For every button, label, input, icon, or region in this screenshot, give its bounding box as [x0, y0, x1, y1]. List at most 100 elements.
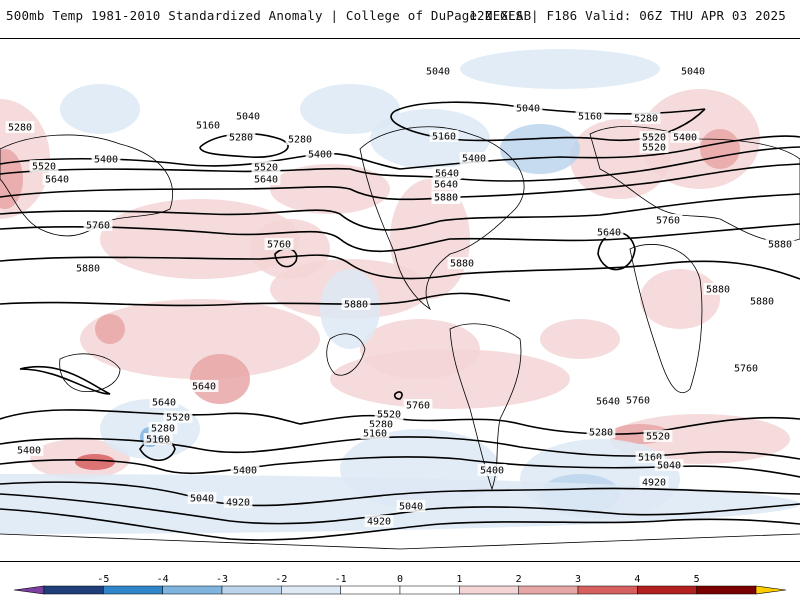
contour-label-text: 5280: [634, 114, 658, 125]
contour-label: 5280: [148, 422, 178, 435]
coastline: [0, 134, 173, 237]
colorbar-segment: [221, 585, 282, 595]
contour-label: 5160: [360, 427, 390, 440]
colorbar-segment: [340, 585, 401, 595]
contour-label-text: 5640: [435, 169, 459, 180]
contour-label-text: 5400: [480, 466, 504, 477]
anomaly-region: [640, 269, 720, 329]
contour-label-text: 5160: [363, 429, 387, 440]
contour-label: 5520: [29, 160, 59, 173]
contour-label-text: 5520: [642, 143, 666, 154]
contour-label-text: 5880: [344, 300, 368, 311]
coastline: [0, 533, 800, 550]
contour-label-text: 5400: [673, 133, 697, 144]
contour-label: 5640: [432, 167, 462, 180]
height-contour: [0, 135, 800, 170]
contour-label-text: 5040: [657, 461, 681, 472]
contour-label-text: 5280: [229, 133, 253, 144]
contour-label: 5280: [285, 133, 315, 146]
colorbar-segment: [162, 585, 223, 595]
contour-label-text: 5400: [17, 446, 41, 457]
colorbar-tick-label: -1: [335, 574, 347, 585]
contour-label-text: 5760: [626, 396, 650, 407]
contour-label-text: 5160: [146, 435, 170, 446]
contour-label: 5760: [731, 362, 761, 375]
colorbar-segment: [637, 585, 697, 595]
anomaly-region: [270, 164, 390, 214]
contour-label-text: 5400: [308, 150, 332, 161]
contour-label: 5520: [251, 161, 281, 174]
anomaly-region: [60, 84, 140, 134]
contour-label: 5520: [374, 408, 404, 421]
colorbar-tick-label: -3: [216, 574, 228, 585]
contour-label: 5160: [193, 119, 223, 132]
contour-label: 5040: [513, 102, 543, 115]
contour-label-text: 4920: [226, 498, 250, 509]
contour-label: 5640: [594, 226, 624, 239]
contour-label: 5880: [703, 283, 733, 296]
anomaly-region: [190, 354, 250, 404]
contour-label: 5520: [639, 141, 669, 154]
contour-label-text: 5760: [406, 401, 430, 412]
contour-label: 5880: [765, 238, 795, 251]
model-run-info: 12Z GFS | F186 Valid: 06Z THU APR 03 202…: [469, 8, 786, 23]
contour-label-text: 5280: [151, 424, 175, 435]
contour-label-text: 5280: [288, 135, 312, 146]
anomaly-map[interactable]: 5040 5040 5040 5040 5160 5280 5160 5160 5280 5280…: [0, 38, 800, 562]
anomaly-region: [360, 319, 480, 379]
contour-label: 5400: [91, 153, 121, 166]
height-contour: [0, 223, 800, 253]
contour-label: 5040: [187, 492, 217, 505]
contour-label: 5400: [459, 152, 489, 165]
contour-label-text: 5760: [86, 221, 110, 232]
contour-label: 5280: [5, 121, 35, 134]
colorbar-arrow-right: [755, 585, 787, 595]
anomaly-region: [500, 124, 580, 174]
colorbar-tick-label: 5: [694, 574, 700, 585]
contour-label: 5280: [226, 131, 256, 144]
contour-label-text: 5760: [656, 216, 680, 227]
height-contour: [393, 391, 403, 400]
height-contour: [0, 163, 800, 201]
coastline: [326, 333, 366, 376]
contour-label: 5880: [431, 191, 461, 204]
contour-label: 5640: [42, 173, 72, 186]
contour-label-text: 5040: [236, 112, 260, 123]
contour-label: 5880: [747, 295, 777, 308]
colorbar-tick-label: 4: [634, 574, 640, 585]
contour-label-text: 5520: [642, 133, 666, 144]
contour-label-text: 5040: [516, 104, 540, 115]
contour-label-text: 5160: [578, 112, 602, 123]
colorbar-segment: [103, 585, 163, 595]
contour-label: 4920: [639, 476, 669, 489]
contour-label: 5160: [143, 433, 173, 446]
contour-label: 5040: [654, 459, 684, 472]
contour-label: 5520: [163, 411, 193, 424]
height-contour: [0, 292, 511, 307]
contour-label: 5160: [575, 110, 605, 123]
colorbar-tick-label: -4: [157, 574, 169, 585]
anomaly-region: [700, 129, 740, 169]
contour-label-text: 4920: [367, 517, 391, 528]
contour-label-text: 5520: [646, 432, 670, 443]
contour-label-text: 5280: [8, 123, 32, 134]
colorbar-tick-label: 1: [456, 574, 462, 585]
contour-label-text: 5880: [768, 240, 792, 251]
contour-label: 5640: [431, 178, 461, 191]
contour-label-text: 5160: [196, 121, 220, 132]
contour-label: 5040: [396, 500, 426, 513]
colorbar-segment: [518, 585, 579, 595]
contour-label-text: 5520: [166, 413, 190, 424]
contour-label-text: 5880: [750, 297, 774, 308]
contour-label: 5640: [149, 396, 179, 409]
coastline: [449, 323, 522, 491]
colorbar-segment: [43, 585, 104, 595]
contour-label-text: 5280: [589, 428, 613, 439]
contour-label-text: 5400: [233, 466, 257, 477]
contour-label-text: 5040: [681, 67, 705, 78]
contour-label: 5400: [305, 148, 335, 161]
contour-label-text: 5520: [254, 163, 278, 174]
contour-labels: 5040 504050405040516052805160516052805280…: [5, 65, 795, 528]
contour-label: 5640: [251, 173, 281, 186]
contour-label-text: 5040: [426, 67, 450, 78]
